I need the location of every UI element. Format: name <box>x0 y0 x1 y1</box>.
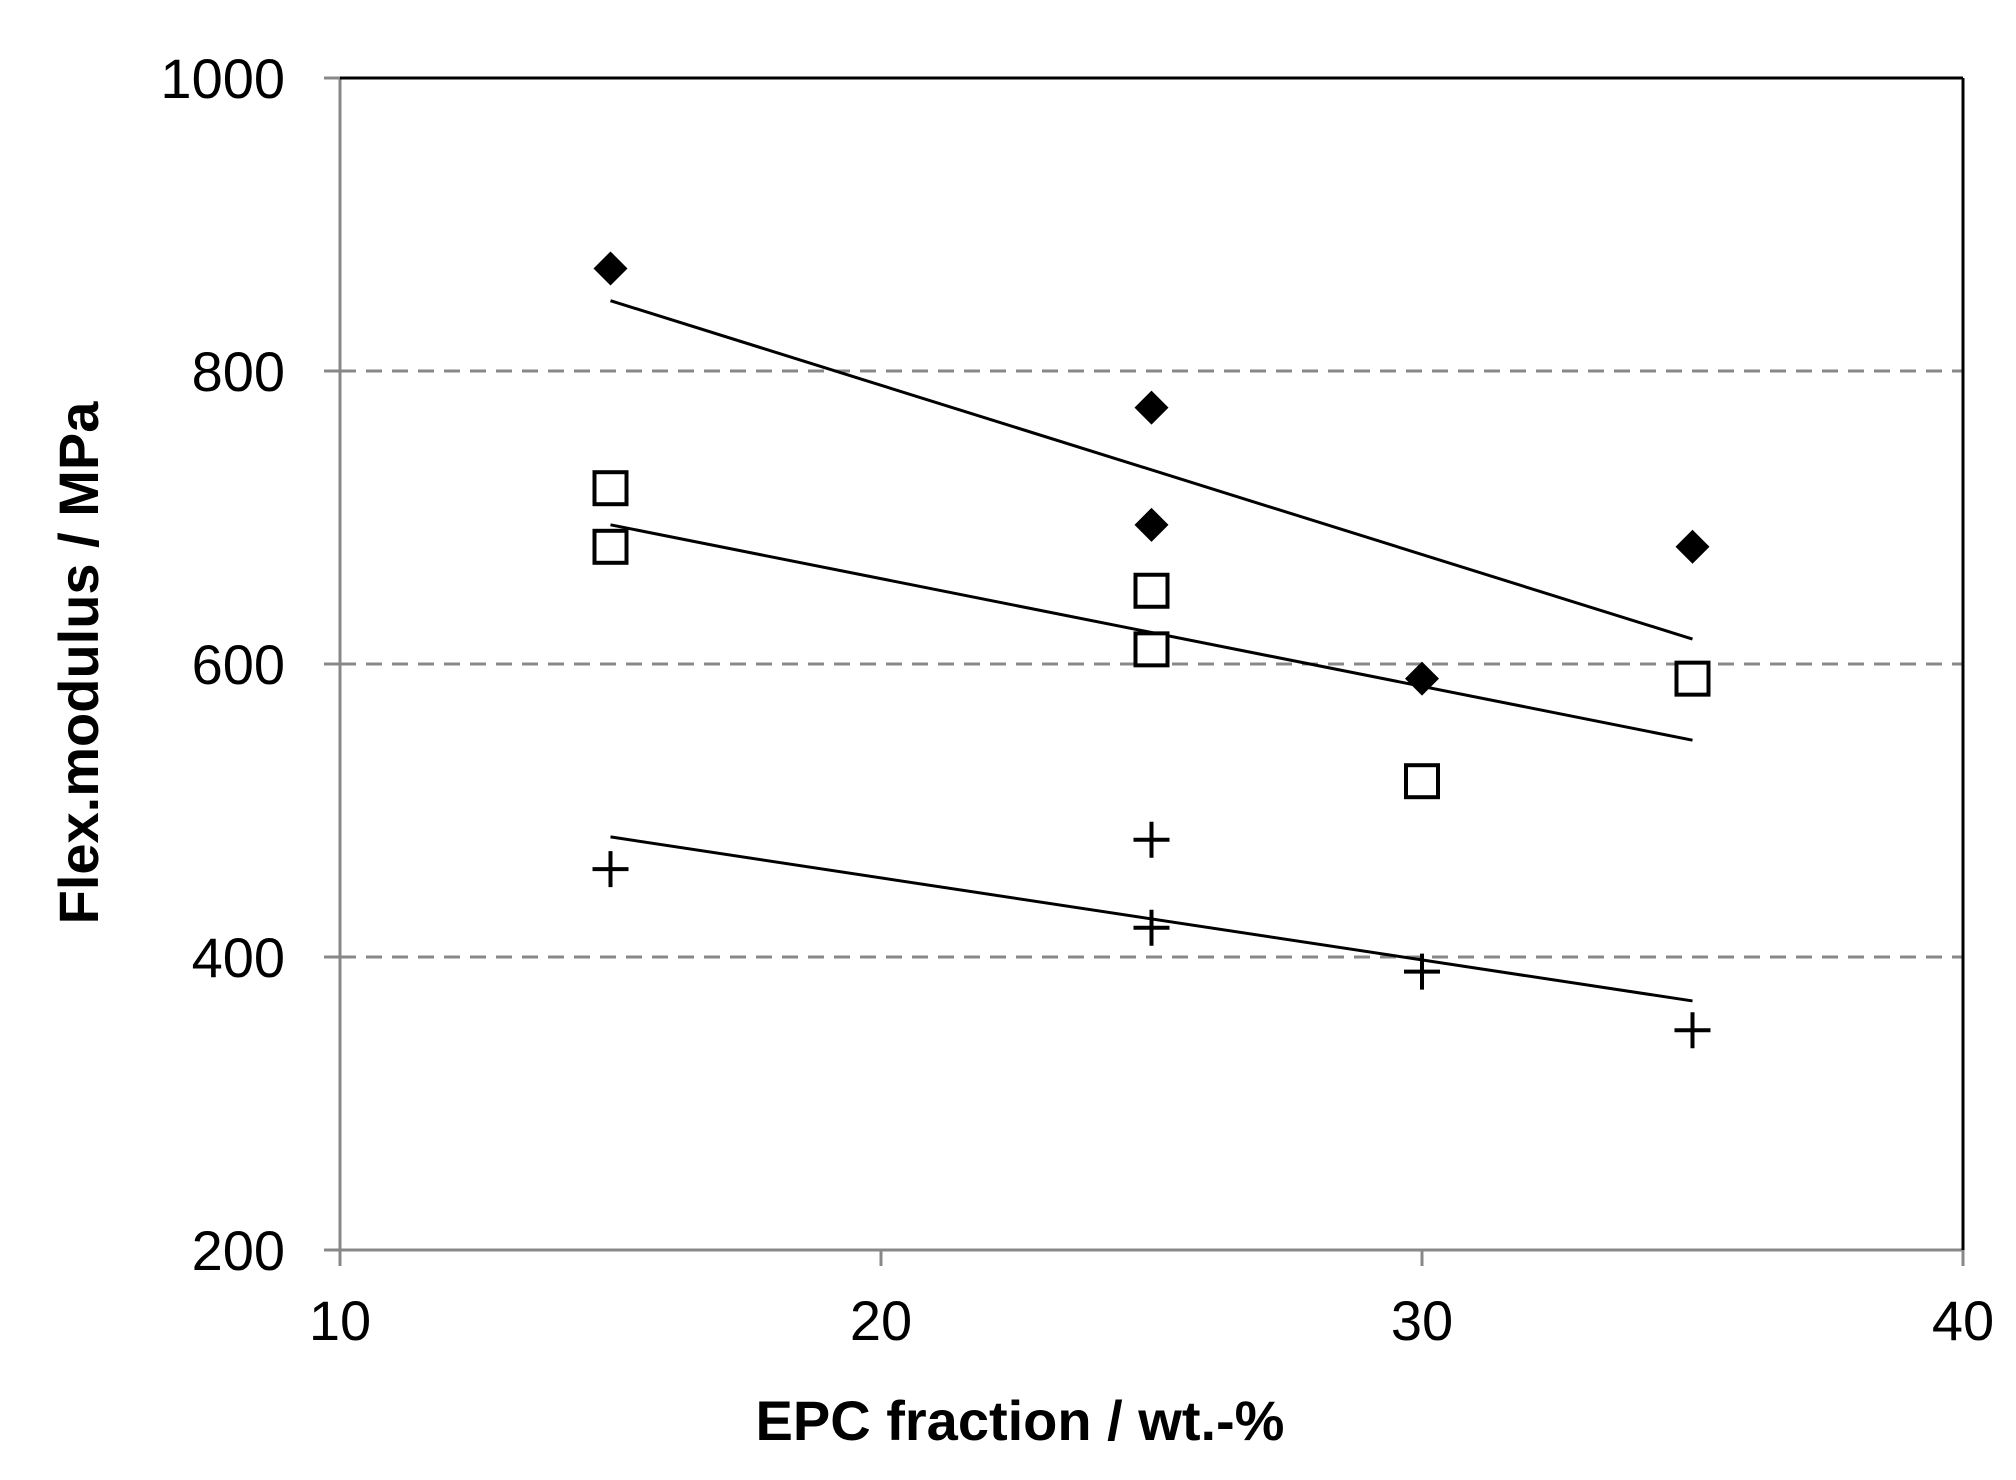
tick-label-layer: 200 400 600 800 1000 10 20 30 40 <box>160 47 1994 1352</box>
x-tick-label-40: 40 <box>1932 1289 1994 1352</box>
trendline-filled-diamond <box>610 299 1693 641</box>
point-filled-diamond-0 <box>593 251 628 286</box>
point-plus-0 <box>592 851 629 888</box>
point-plus-1 <box>1133 821 1170 858</box>
marker-layer <box>592 251 1711 1049</box>
point-open-square-0 <box>592 470 629 507</box>
axis-layer <box>324 76 1965 1266</box>
point-open-square-2 <box>1133 572 1170 609</box>
y-axis-title: Flex.modulus / MPa <box>47 401 110 925</box>
point-plus-3 <box>1404 953 1440 990</box>
y-tick-label-800: 800 <box>192 340 285 403</box>
y-tick-label-400: 400 <box>192 926 285 989</box>
point-open-square-5 <box>1674 660 1711 697</box>
x-tick-label-30: 30 <box>1391 1289 1453 1352</box>
point-open-square-1 <box>592 528 629 565</box>
point-open-square-3 <box>1133 631 1170 668</box>
x-tick-label-20: 20 <box>850 1289 912 1352</box>
point-filled-diamond-3 <box>1405 661 1439 696</box>
point-open-square-4 <box>1404 763 1440 800</box>
point-filled-diamond-2 <box>1134 507 1169 542</box>
y-tick-label-200: 200 <box>192 1219 285 1282</box>
point-plus-4 <box>1674 1012 1711 1049</box>
point-plus-2 <box>1133 909 1170 946</box>
y-tick-label-1000: 1000 <box>160 47 285 110</box>
x-axis-title: EPC fraction / wt.-% <box>756 1389 1285 1452</box>
point-filled-diamond-1 <box>1134 390 1169 425</box>
y-tick-label-600: 600 <box>192 633 285 696</box>
x-tick-label-10: 10 <box>309 1289 371 1352</box>
point-filled-diamond-4 <box>1675 529 1710 564</box>
